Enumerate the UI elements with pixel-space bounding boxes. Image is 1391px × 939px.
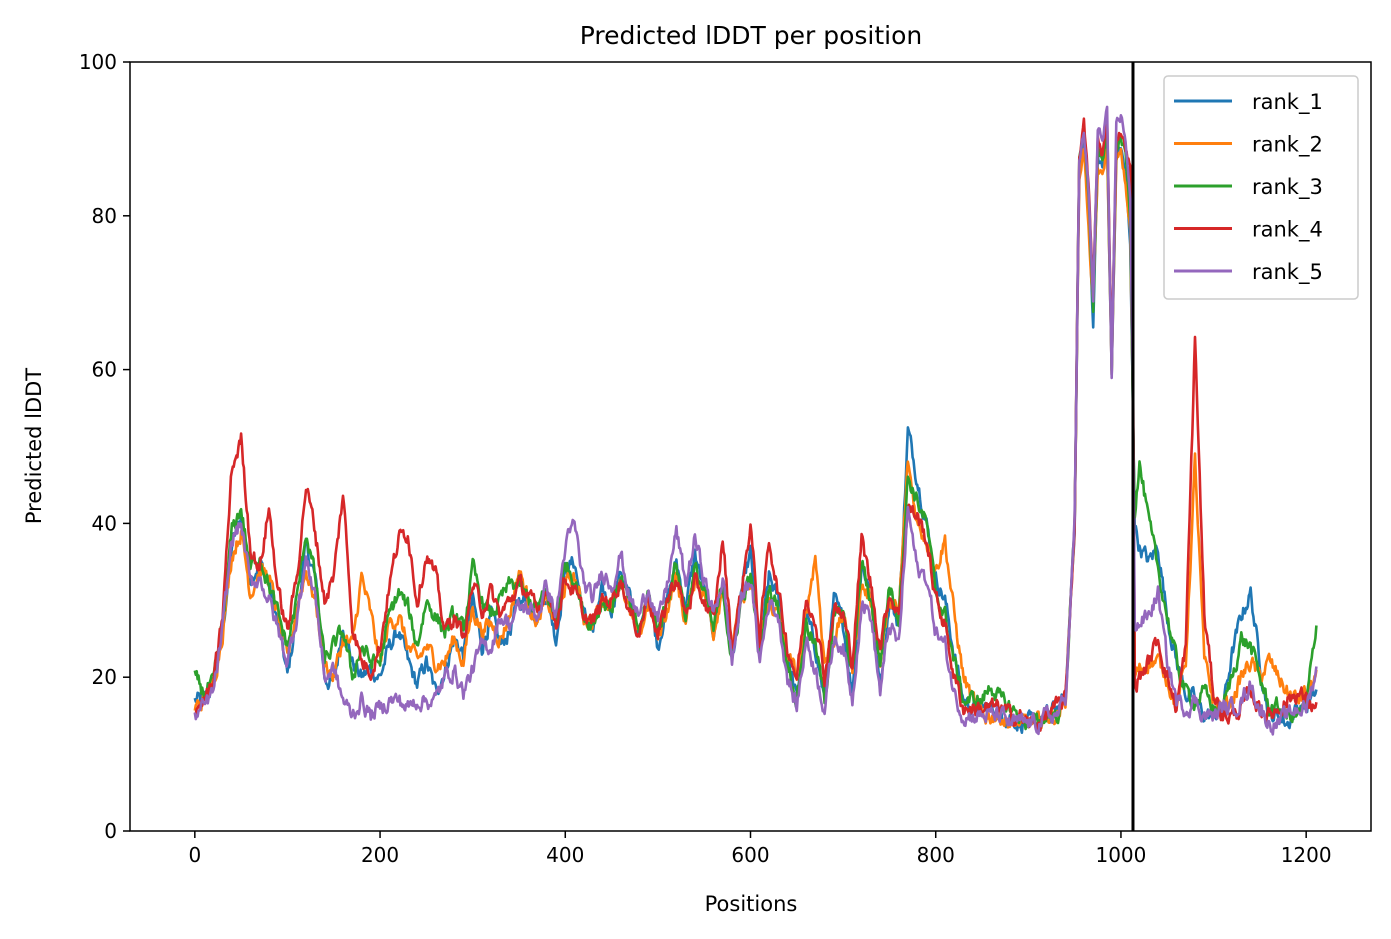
y-tick-label: 40 [92,511,117,535]
x-tick-label: 400 [546,843,584,867]
series-layer [193,105,1318,736]
legend-label-rank_1: rank_1 [1252,90,1323,115]
chart-title: Predicted lDDT per position [580,21,922,50]
legend-frame [1163,75,1359,300]
x-tick-label: 1200 [1281,843,1332,867]
y-tick-label: 100 [79,50,117,74]
x-tick-label: 600 [731,843,769,867]
y-tick-label: 20 [92,665,117,689]
y-tick-label: 60 [92,358,117,382]
x-tick-label: 1000 [1095,843,1146,867]
x-tick-label: 200 [361,843,399,867]
y-tick-label: 0 [104,819,117,843]
legend-label-rank_5: rank_5 [1252,260,1323,285]
legend-label-rank_4: rank_4 [1252,218,1323,243]
y-tick-label: 80 [92,204,117,228]
series-line-rank_5 [193,105,1318,736]
x-tick-label: 800 [917,843,955,867]
x-axis-label: Positions [705,892,798,916]
series-line-rank_4 [193,117,1318,732]
y-axis-label: Predicted lDDT [22,368,46,524]
x-axis: 0 200 400 600 800 1000 1200 [188,831,1332,867]
y-axis: 0 20 40 60 80 100 [79,50,130,843]
legend: rank_1 rank_2 rank_3 rank_4 rank_5 [1163,75,1359,300]
legend-label-rank_3: rank_3 [1252,175,1323,200]
legend-label-rank_2: rank_2 [1252,133,1323,158]
x-tick-label: 0 [188,843,201,867]
